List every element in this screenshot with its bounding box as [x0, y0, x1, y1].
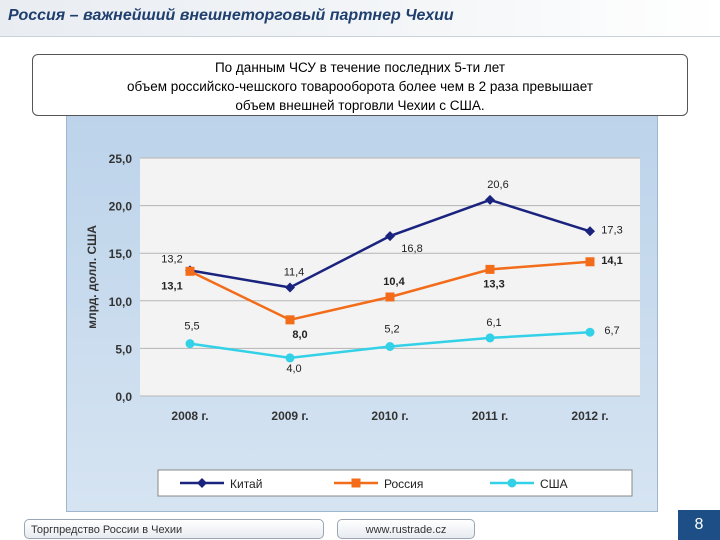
y-tick-label: 25,0 — [109, 152, 133, 166]
data-label: 10,4 — [383, 276, 405, 288]
data-label: 8,0 — [292, 329, 307, 341]
data-point — [285, 353, 295, 363]
data-point — [485, 264, 495, 274]
page-title: Россия – важнейший внешнеторговый партне… — [8, 7, 454, 24]
y-tick-label: 10,0 — [109, 295, 133, 309]
x-tick-label: 2009 г. — [271, 409, 308, 423]
data-label: 4,0 — [286, 363, 301, 375]
callout-line-1: По данным ЧСУ в течение последних 5-ти л… — [214, 60, 506, 75]
data-point — [485, 333, 495, 343]
data-point — [285, 282, 295, 293]
callout-line-3: объем внешней торговли Чехии с США. — [235, 98, 485, 113]
data-label: 13,3 — [483, 278, 504, 290]
legend-marker — [197, 478, 207, 488]
y-tick-label: 5,0 — [115, 342, 132, 356]
data-label: 5,5 — [184, 321, 199, 333]
data-label: 6,7 — [604, 325, 619, 337]
x-tick-label: 2012 г. — [571, 409, 608, 423]
data-point — [185, 339, 195, 349]
data-point — [485, 194, 495, 205]
callout-box: По данным ЧСУ в течение последних 5-ти л… — [32, 54, 688, 116]
data-point — [285, 315, 295, 325]
legend-marker — [351, 478, 361, 488]
legend-label: США — [540, 477, 568, 491]
data-point — [385, 341, 395, 351]
data-label: 14,1 — [601, 255, 622, 267]
legend-label: Россия — [384, 477, 423, 491]
data-label: 13,1 — [161, 280, 182, 292]
data-point — [385, 231, 395, 242]
data-label: 20,6 — [487, 179, 508, 191]
data-label: 5,2 — [384, 323, 399, 335]
data-point — [185, 266, 195, 276]
data-point — [585, 257, 595, 267]
legend-box — [157, 469, 633, 497]
data-point — [585, 226, 595, 237]
footer-organization: Торгпредство России в Чехии — [24, 519, 324, 539]
data-point — [385, 292, 395, 302]
footer-website-link[interactable]: www.rustrade.cz — [337, 519, 475, 539]
y-tick-label: 20,0 — [109, 200, 133, 214]
data-label: 6,1 — [486, 317, 501, 329]
data-label: 16,8 — [401, 243, 422, 255]
title-bar: Россия – важнейший внешнеторговый партне… — [0, 0, 720, 37]
x-tick-label: 2010 г. — [371, 409, 408, 423]
data-label: 11,4 — [284, 266, 305, 278]
x-tick-label: 2011 г. — [472, 409, 509, 423]
callout-line-2: объем российско-чешского товарооборота б… — [126, 79, 594, 94]
data-label: 17,3 — [601, 224, 622, 236]
x-tick-label: 2008 г. — [171, 409, 208, 423]
y-axis-label: млрд. долл. США — [85, 225, 99, 329]
legend-label: Китай — [230, 477, 262, 491]
legend-marker — [507, 478, 517, 488]
data-label: 13,2 — [161, 253, 182, 265]
y-tick-label: 0,0 — [115, 390, 132, 404]
page-number: 8 — [678, 510, 720, 540]
data-point — [585, 327, 595, 337]
y-tick-label: 15,0 — [109, 247, 133, 261]
